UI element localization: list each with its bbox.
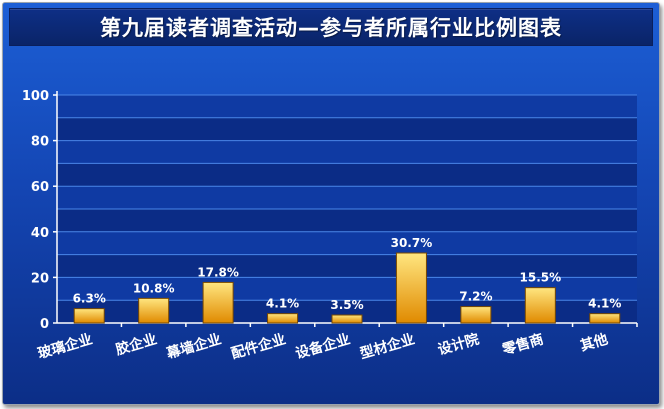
data-label: 4.1% [588, 297, 621, 311]
bar [202, 281, 234, 324]
bar-chart: 0 20 40 60 80 100 6.3% 玻璃企业 10.8% 胶企业 17.8% 幕墙企业 4.1… [22, 89, 638, 363]
category-label: 其他 [578, 331, 610, 355]
plot-band [57, 95, 637, 118]
category-label: 零售商 [499, 331, 545, 359]
bar [331, 314, 363, 324]
category-label: 胶企业 [114, 331, 159, 359]
data-label: 17.8% [197, 265, 239, 279]
plot-band [57, 186, 637, 209]
data-label: 10.8% [133, 281, 175, 295]
data-label: 15.5% [520, 271, 562, 285]
bars [73, 252, 621, 324]
y-tick-label: 100 [22, 89, 49, 104]
plot-band [57, 231, 637, 255]
data-label: 4.1% [266, 297, 299, 311]
plot-band [57, 140, 637, 164]
y-tick-label: 40 [31, 226, 49, 241]
plot-area [57, 95, 637, 323]
plot-band [57, 277, 637, 301]
plot-band [57, 163, 637, 187]
data-label: 7.2% [459, 290, 492, 304]
bar [589, 313, 621, 324]
chart-frame: 第九届读者调查活动—参与者所属行业比例图表 0 20 40 60 80 100 6.3% 玻璃… [2, 2, 660, 405]
plot-band [57, 254, 637, 278]
plot-band [57, 300, 637, 323]
category-label: 配件企业 [229, 331, 288, 363]
bar [138, 297, 170, 324]
grid-lines [57, 94, 637, 301]
y-tick-label: 0 [40, 317, 49, 332]
plot-band [57, 117, 637, 141]
category-label: 型材企业 [358, 331, 417, 363]
category-label: 幕墙企业 [164, 331, 223, 363]
plot-band [57, 209, 637, 232]
data-label: 3.5% [330, 298, 363, 312]
bar [524, 287, 556, 324]
y-tick-label: 80 [31, 135, 49, 150]
category-label: 玻璃企业 [36, 331, 95, 363]
category-label: 设计院 [436, 331, 481, 359]
bar [460, 306, 492, 324]
y-tick-label: 20 [31, 271, 49, 286]
y-tick-label: 60 [31, 180, 49, 195]
title-bar: 第九届读者调查活动—参与者所属行业比例图表 [9, 8, 653, 46]
data-label: 30.7% [391, 236, 433, 250]
bar [73, 308, 105, 324]
category-label: 设备企业 [294, 331, 353, 363]
bar [395, 252, 427, 324]
data-label: 6.3% [73, 292, 106, 306]
bar [267, 313, 299, 324]
chart-title: 第九届读者调查活动—参与者所属行业比例图表 [100, 16, 562, 40]
